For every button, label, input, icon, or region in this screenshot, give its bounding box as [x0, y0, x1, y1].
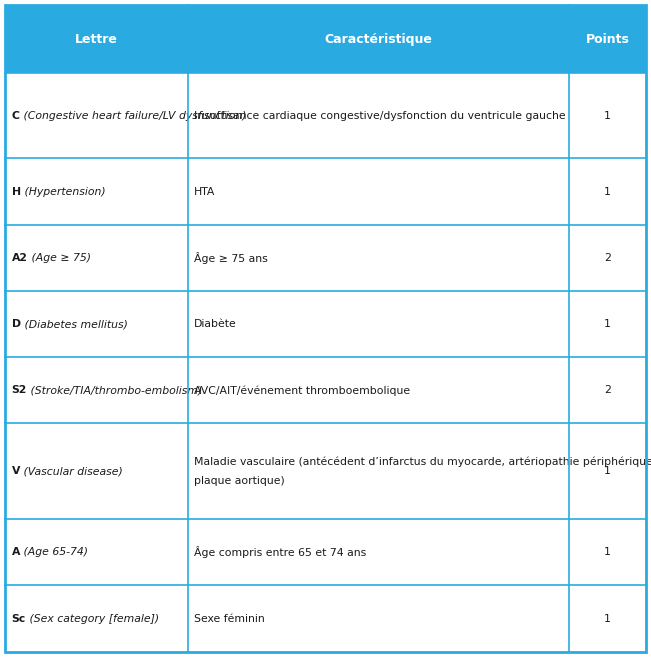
Text: Sc: Sc [12, 614, 26, 623]
Bar [5, 225, 187, 291]
Bar [569, 585, 646, 652]
Bar [569, 225, 646, 291]
Bar [187, 158, 569, 225]
Bar [5, 158, 187, 225]
Text: Maladie vasculaire (antécédent d’infarctus du myocarde, artériopathie périphériq: Maladie vasculaire (antécédent d’infarct… [194, 457, 651, 467]
Text: Lettre: Lettre [75, 33, 118, 46]
Bar [5, 424, 187, 519]
Text: 1: 1 [604, 547, 611, 557]
Text: S2: S2 [12, 386, 27, 396]
Bar [569, 73, 646, 158]
Bar [187, 585, 569, 652]
Bar [5, 291, 187, 357]
Bar [5, 585, 187, 652]
Bar [187, 291, 569, 357]
Bar [187, 225, 569, 291]
Text: 1: 1 [604, 466, 611, 476]
Text: D: D [12, 319, 21, 329]
Text: (Age ≥ 75): (Age ≥ 75) [28, 253, 90, 263]
Text: Caractéristique: Caractéristique [324, 33, 432, 46]
Text: (Sex category [female]): (Sex category [female]) [26, 614, 159, 623]
Text: Insuffisance cardiaque congestive/dysfonction du ventricule gauche: Insuffisance cardiaque congestive/dysfon… [194, 111, 566, 121]
Bar [569, 424, 646, 519]
Text: AVC/AIT/événement thromboembolique: AVC/AIT/événement thromboembolique [194, 385, 410, 396]
Bar [187, 73, 569, 158]
Text: A: A [12, 547, 20, 557]
Bar [187, 5, 569, 73]
Text: 1: 1 [604, 111, 611, 121]
Text: (Congestive heart failure/LV dysfunction): (Congestive heart failure/LV dysfunction… [20, 111, 246, 121]
Bar [569, 158, 646, 225]
Text: (Hypertension): (Hypertension) [21, 187, 105, 196]
Text: A2: A2 [12, 253, 28, 263]
Bar [5, 357, 187, 424]
Bar [5, 5, 187, 73]
Text: Points: Points [585, 33, 630, 46]
Text: (Stroke/TIA/thrombo-embolism): (Stroke/TIA/thrombo-embolism) [27, 386, 202, 396]
Bar [187, 519, 569, 585]
Bar [5, 519, 187, 585]
Text: C: C [12, 111, 20, 121]
Text: 2: 2 [604, 386, 611, 396]
Text: V: V [12, 466, 20, 476]
Text: (Diabetes mellitus): (Diabetes mellitus) [21, 319, 128, 329]
Text: 1: 1 [604, 319, 611, 329]
Text: (Vascular disease): (Vascular disease) [20, 466, 123, 476]
Text: 2: 2 [604, 253, 611, 263]
Text: plaque aortique): plaque aortique) [194, 476, 285, 486]
Text: 1: 1 [604, 614, 611, 623]
Text: H: H [12, 187, 21, 196]
Text: Âge compris entre 65 et 74 ans: Âge compris entre 65 et 74 ans [194, 547, 367, 558]
Bar [569, 5, 646, 73]
Text: 1: 1 [604, 187, 611, 196]
Bar [569, 519, 646, 585]
Text: HTA: HTA [194, 187, 215, 196]
Text: Âge ≥ 75 ans: Âge ≥ 75 ans [194, 252, 268, 264]
Text: Diabète: Diabète [194, 319, 237, 329]
Text: (Age 65-74): (Age 65-74) [20, 547, 88, 557]
Bar [187, 424, 569, 519]
Bar [569, 357, 646, 424]
Text: Sexe féminin: Sexe féminin [194, 614, 265, 623]
Bar [187, 357, 569, 424]
Bar [569, 291, 646, 357]
Bar [5, 73, 187, 158]
